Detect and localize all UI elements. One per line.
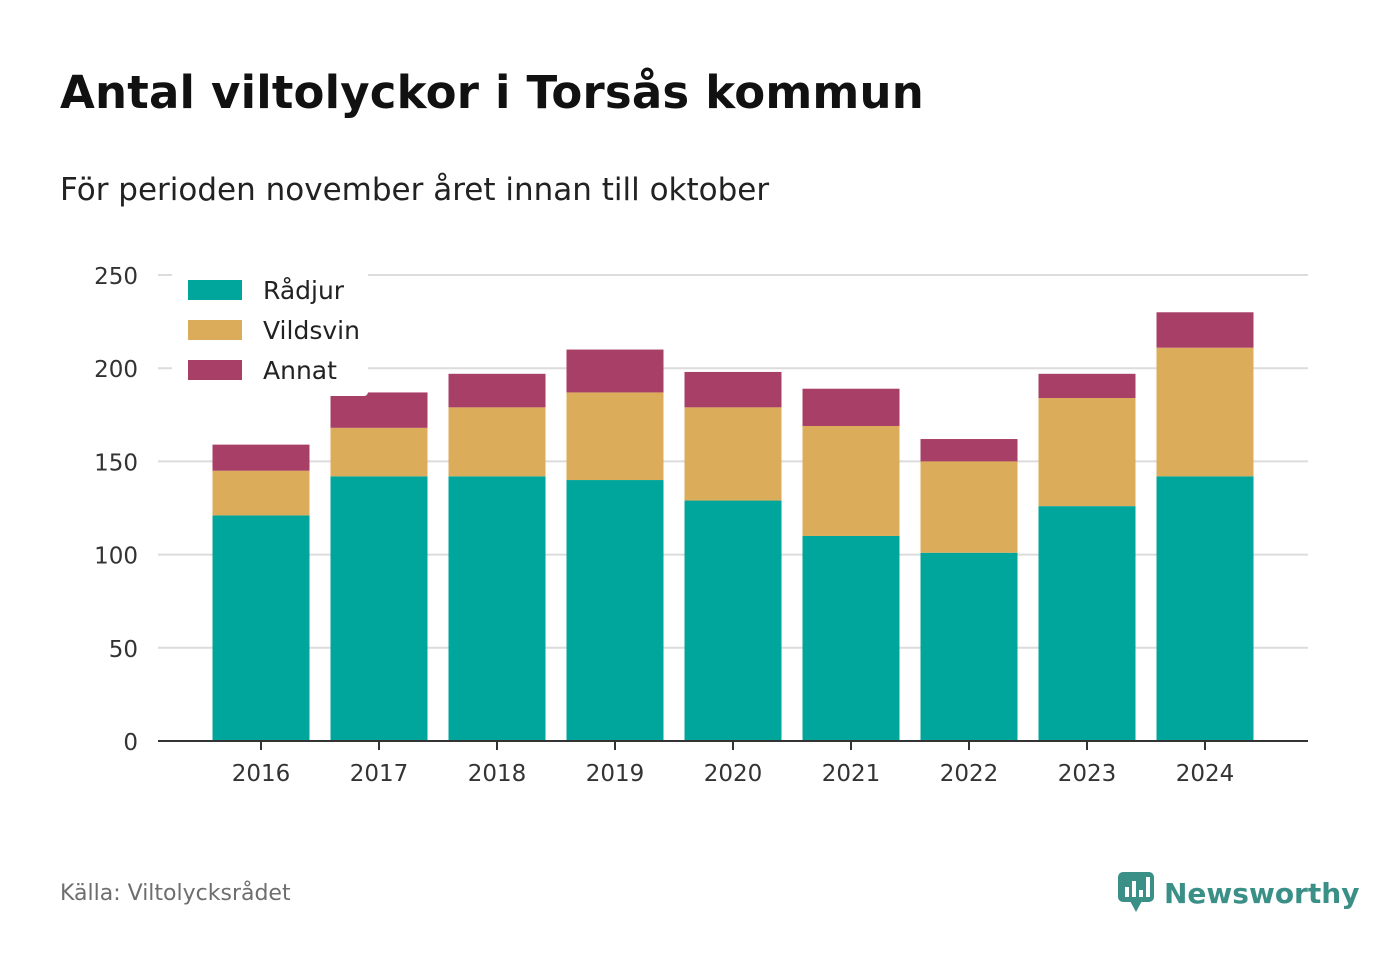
legend-swatch-rådjur [188,280,242,300]
brand-name: Newsworthy [1164,876,1360,910]
bar-vildsvin-2024 [1156,347,1254,477]
x-tick-label: 2023 [1058,761,1117,787]
bar-annat-2018 [448,373,546,408]
source-note: Källa: Viltolycksrådet [60,881,291,906]
bar-rådjur-2020 [684,500,782,741]
x-tick-label: 2021 [822,761,881,787]
bar-rådjur-2016 [212,515,310,741]
x-tick-label: 2019 [586,761,645,787]
bar-rådjur-2017 [330,476,428,741]
legend-swatch-vildsvin [188,320,242,340]
y-tick-label: 200 [94,357,138,383]
bar-annat-2020 [684,371,782,408]
x-tick-label: 2024 [1176,761,1235,787]
newsworthy-logo-icon [1118,868,1154,918]
legend-swatch-annat [188,360,242,380]
bar-annat-2023 [1038,373,1136,399]
bar-annat-2016 [212,444,310,471]
bar-annat-2024 [1156,312,1254,348]
x-tick-label: 2022 [940,761,999,787]
x-tick-label: 2020 [704,761,763,787]
bar-vildsvin-2020 [684,407,782,501]
chart-title: Antal viltolyckor i Torsås kommun [60,66,924,119]
y-tick-label: 150 [94,450,138,476]
bar-vildsvin-2021 [802,425,900,536]
y-tick-label: 250 [94,264,138,290]
bar-vildsvin-2022 [920,461,1018,553]
bar-rådjur-2023 [1038,506,1136,741]
bar-vildsvin-2017 [330,427,428,477]
bar-annat-2017 [330,392,428,428]
chart-subtitle: För perioden november året innan till ok… [60,172,770,208]
legend-label-rådjur: Rådjur [263,276,345,305]
x-tick-label: 2018 [468,761,527,787]
bar-rådjur-2018 [448,476,546,741]
bar-vildsvin-2018 [448,407,546,477]
y-tick-label: 100 [94,544,138,570]
bar-rådjur-2021 [802,535,900,741]
legend-label-vildsvin: Vildsvin [263,316,360,345]
bar-rådjur-2022 [920,552,1018,741]
y-tick-label: 0 [123,730,138,756]
bar-annat-2022 [920,439,1018,462]
legend-label-annat: Annat [263,356,337,385]
x-tick-label: 2017 [350,761,409,787]
y-tick-label: 50 [109,637,138,663]
bar-vildsvin-2019 [566,392,664,481]
bar-vildsvin-2016 [212,470,310,516]
bar-rådjur-2019 [566,480,664,741]
bar-annat-2019 [566,349,664,393]
brand-logo[interactable]: Newsworthy [1118,868,1359,918]
bar-vildsvin-2023 [1038,398,1136,507]
bar-annat-2021 [802,388,900,426]
bar-rådjur-2024 [1156,476,1254,741]
x-tick-label: 2016 [232,761,291,787]
